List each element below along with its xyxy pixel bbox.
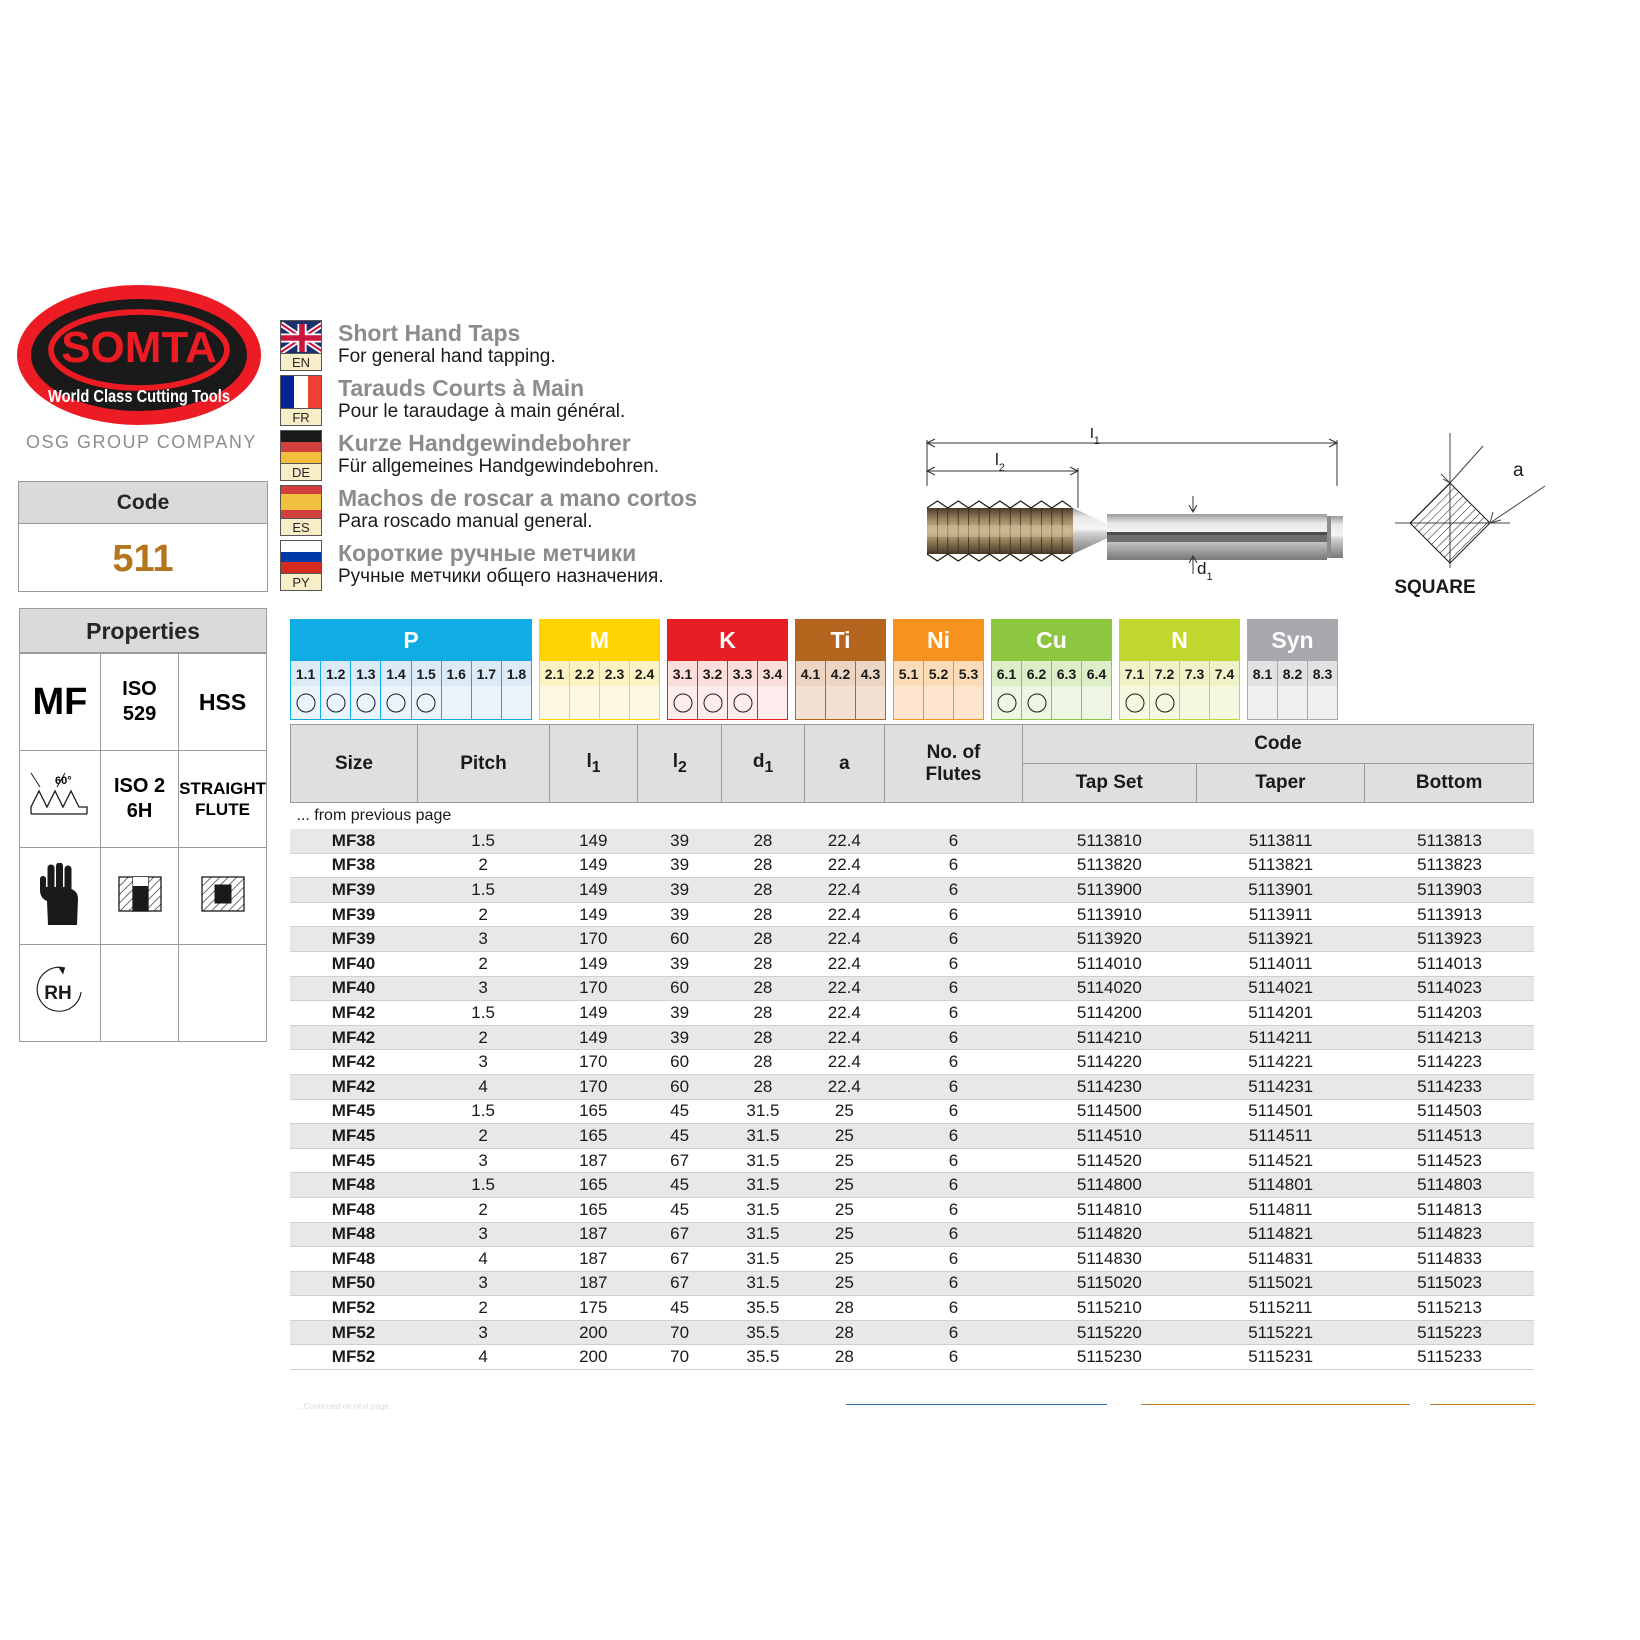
svg-text:l2: l2 [995,450,1005,474]
svg-text:SQUARE: SQUARE [1395,577,1476,598]
svg-text:RH: RH [44,983,71,1004]
svg-text:World Class Cutting Tools: World Class Cutting Tools [48,386,230,406]
svg-text:a: a [1513,460,1524,481]
svg-text:SOMTA: SOMTA [61,323,217,372]
svg-text:l1: l1 [1090,428,1100,447]
svg-text:d1: d1 [1197,559,1213,583]
